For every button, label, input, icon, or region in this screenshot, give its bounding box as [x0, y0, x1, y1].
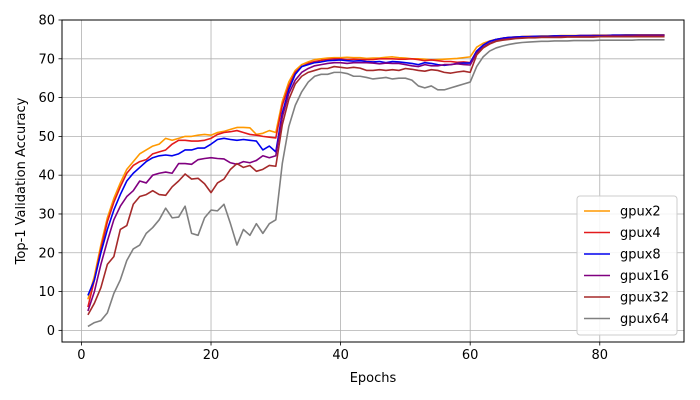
plot-frame	[61, 19, 685, 343]
y-tick-label: 70	[38, 52, 55, 67]
y-axis-label: Top-1 Validation Accuracy	[14, 97, 29, 265]
y-tick-label: 50	[38, 130, 55, 145]
y-tick-label: 30	[38, 207, 55, 222]
x-tick-label: 0	[77, 348, 85, 363]
legend-box	[576, 195, 678, 336]
x-tick-label: 20	[203, 348, 220, 363]
legend-label: gpux4	[620, 226, 661, 241]
legend-label: gpux2	[620, 205, 661, 220]
x-tick-label: 40	[332, 348, 349, 363]
series-line-gpux32	[87, 35, 665, 316]
series-lines	[87, 33, 665, 328]
legend: gpux2 gpux4 gpux8 gpux16 gpux32 gpux64	[576, 195, 678, 336]
y-tick-label: 60	[38, 91, 55, 106]
legend-label: gpux32	[620, 291, 669, 306]
y-tick-label: 20	[38, 246, 55, 261]
legend-label: gpux64	[620, 312, 669, 327]
x-tick-label: 80	[591, 348, 608, 363]
legend-label: gpux8	[620, 248, 661, 263]
series-line-gpux64	[87, 38, 665, 328]
y-tick-label: 0	[47, 324, 55, 339]
y-tick-label: 80	[38, 14, 55, 29]
x-axis-label: Epochs	[350, 371, 397, 386]
x-tick-label: 60	[462, 348, 479, 363]
legend-label: gpux16	[620, 269, 669, 284]
y-tick-label: 10	[38, 285, 55, 300]
axis-ticks: 0 20 40 60 80 0 10 20 30 40 50 60 70 80	[38, 14, 608, 364]
y-tick-label: 40	[38, 169, 55, 184]
